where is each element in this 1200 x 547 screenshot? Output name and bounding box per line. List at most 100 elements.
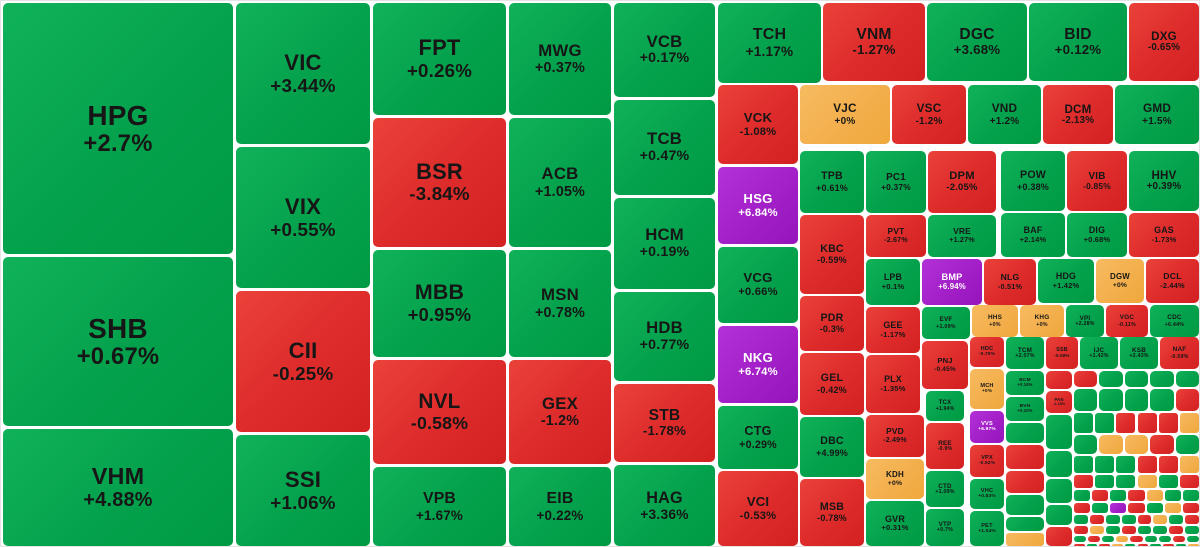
tile-EIB[interactable]: EIB +0.22% — [509, 467, 611, 546]
tile-PDR[interactable]: PDR -0.3% — [800, 296, 864, 351]
tile-GEL[interactable]: GEL -0.42% — [800, 353, 864, 415]
mosaic-tile[interactable] — [1074, 503, 1091, 513]
mosaic-tile[interactable] — [1089, 526, 1104, 534]
mosaic-tile[interactable] — [1099, 371, 1123, 387]
tile-VCG[interactable]: VCG +0.66% — [718, 247, 798, 323]
tile-HDC[interactable]: HDC -0.79% — [970, 337, 1004, 367]
mosaic-tile[interactable] — [1046, 451, 1072, 477]
tile-FPT[interactable]: FPT +0.26% — [373, 3, 506, 115]
mosaic-tile[interactable] — [1121, 526, 1136, 534]
tile-VPI[interactable]: VPI +2.28% — [1066, 305, 1104, 337]
mosaic-tile[interactable] — [1188, 544, 1199, 546]
tile-VGC[interactable]: VGC -0.11% — [1106, 305, 1148, 337]
mosaic-tile[interactable] — [1088, 536, 1101, 542]
tile-VRE[interactable]: VRE +1.27% — [928, 215, 996, 257]
mosaic-tile[interactable] — [1128, 490, 1145, 501]
mosaic-tile[interactable] — [1105, 515, 1120, 524]
tile-KSB[interactable]: KSB +2.43% — [1120, 337, 1158, 369]
mosaic-tile[interactable] — [1112, 544, 1123, 546]
mosaic-tile[interactable] — [1137, 475, 1157, 488]
mosaic-tile[interactable] — [1150, 389, 1174, 411]
mosaic-tile[interactable] — [1153, 526, 1168, 534]
mosaic-tile[interactable] — [1099, 435, 1123, 454]
mosaic-tile[interactable] — [1175, 389, 1199, 411]
mosaic-tile[interactable] — [1146, 490, 1163, 501]
mosaic-tile[interactable] — [1179, 456, 1199, 473]
tile-HPG[interactable]: HPG +2.7% — [3, 3, 233, 254]
mosaic-tile[interactable] — [1137, 456, 1157, 473]
mosaic-tile[interactable] — [1182, 503, 1199, 513]
tile-NLG[interactable]: NLG -0.51% — [984, 259, 1036, 305]
tile-VHC[interactable]: VHC +0.83% — [970, 479, 1004, 509]
tile-KBC[interactable]: KBC -0.59% — [800, 215, 864, 294]
mosaic-tile[interactable] — [1074, 456, 1094, 473]
tile-REE[interactable]: REE -0.9% — [926, 423, 964, 469]
tile-GEX[interactable]: GEX -1.2% — [509, 360, 611, 464]
tile-PVT[interactable]: PVT -2.67% — [866, 215, 926, 257]
tile-VND[interactable]: VND +1.2% — [968, 85, 1041, 144]
mosaic-tile[interactable] — [1146, 503, 1163, 513]
tile-TCX[interactable]: TCX +1.94% — [926, 391, 964, 421]
mosaic-tile[interactable] — [1179, 475, 1199, 488]
mosaic-tile[interactable] — [1074, 413, 1094, 433]
mosaic-tile[interactable] — [1175, 435, 1199, 454]
tile-PAN[interactable]: PAN -1.28% — [1046, 391, 1072, 413]
tile-PET[interactable]: PET +1.04% — [970, 511, 1004, 546]
mosaic-tile[interactable] — [1124, 389, 1149, 411]
tile-TPB[interactable]: TPB +0.61% — [800, 151, 864, 213]
mosaic-tile[interactable] — [1186, 536, 1199, 542]
mosaic-tile[interactable] — [1162, 544, 1174, 546]
mosaic-tile[interactable] — [1116, 413, 1136, 433]
tile-STB[interactable]: STB -1.78% — [614, 384, 715, 462]
mosaic-tile[interactable] — [1124, 544, 1136, 546]
mosaic-tile[interactable] — [1121, 515, 1136, 524]
tile-NKG[interactable]: NKG +6.74% — [718, 326, 798, 403]
mosaic-tile[interactable] — [1074, 544, 1085, 546]
mosaic-tile[interactable] — [1086, 544, 1098, 546]
tile-KDH[interactable]: KDH +0% — [866, 459, 924, 499]
tile-VJC[interactable]: VJC +0% — [800, 85, 890, 144]
mosaic-tile[interactable] — [1095, 456, 1115, 473]
tile-TCH[interactable]: TCH +1.17% — [718, 3, 821, 83]
tile-SSB[interactable]: SSB -0.58% — [1046, 337, 1078, 369]
mosaic-tile[interactable] — [1110, 490, 1127, 501]
tile-NAF[interactable]: NAF -0.59% — [1160, 337, 1199, 369]
tile-GAS[interactable]: GAS -1.73% — [1129, 213, 1199, 257]
mosaic-tile[interactable] — [1158, 456, 1178, 473]
tile-VPX[interactable]: VPX -0.52% — [970, 445, 1004, 477]
mosaic-tile[interactable] — [1046, 505, 1072, 525]
mosaic-tile[interactable] — [1169, 526, 1184, 534]
mosaic-tile[interactable] — [1046, 479, 1072, 503]
tile-MSB[interactable]: MSB -0.78% — [800, 479, 864, 546]
tile-HDB[interactable]: HDB +0.77% — [614, 292, 715, 381]
tile-MBB[interactable]: MBB +0.95% — [373, 250, 506, 357]
mosaic-tile[interactable] — [1074, 526, 1088, 534]
mosaic-tile[interactable] — [1074, 371, 1098, 387]
mosaic-tile[interactable] — [1006, 423, 1044, 443]
tile-DGW[interactable]: DGW +0% — [1096, 259, 1144, 303]
tile-BCM[interactable]: BCM +0.18% — [1006, 371, 1044, 395]
mosaic-tile[interactable] — [1185, 526, 1199, 534]
tile-PNJ[interactable]: PNJ -0.45% — [922, 341, 968, 389]
mosaic-tile[interactable] — [1137, 515, 1152, 524]
tile-BAF[interactable]: BAF +2.14% — [1001, 213, 1065, 257]
tile-VCI[interactable]: VCI -0.53% — [718, 471, 798, 546]
tile-BMP[interactable]: BMP +6.94% — [922, 259, 982, 305]
tile-BVH[interactable]: BVH +0.10% — [1006, 397, 1044, 421]
tile-DCM[interactable]: DCM -2.13% — [1043, 85, 1113, 144]
tile-DXG[interactable]: DXG -0.65% — [1129, 3, 1199, 81]
tile-CDC[interactable]: CDC +6.44% — [1150, 305, 1199, 337]
mosaic-tile[interactable] — [1006, 471, 1044, 493]
tile-CTG[interactable]: CTG +0.29% — [718, 406, 798, 469]
tile-MCH[interactable]: MCH +0% — [970, 369, 1004, 409]
mosaic-tile[interactable] — [1046, 527, 1072, 546]
tile-SSI[interactable]: SSI +1.06% — [236, 435, 370, 546]
tile-HHV[interactable]: HHV +0.39% — [1129, 151, 1199, 211]
mosaic-tile[interactable] — [1128, 503, 1145, 513]
mosaic-tile[interactable] — [1137, 544, 1149, 546]
mosaic-tile[interactable] — [1144, 536, 1157, 542]
tile-LPB[interactable]: LPB +0.1% — [866, 259, 920, 305]
mosaic-tile[interactable] — [1158, 536, 1171, 542]
mosaic-tile[interactable] — [1124, 371, 1149, 387]
tile-BID[interactable]: BID +0.12% — [1029, 3, 1127, 81]
